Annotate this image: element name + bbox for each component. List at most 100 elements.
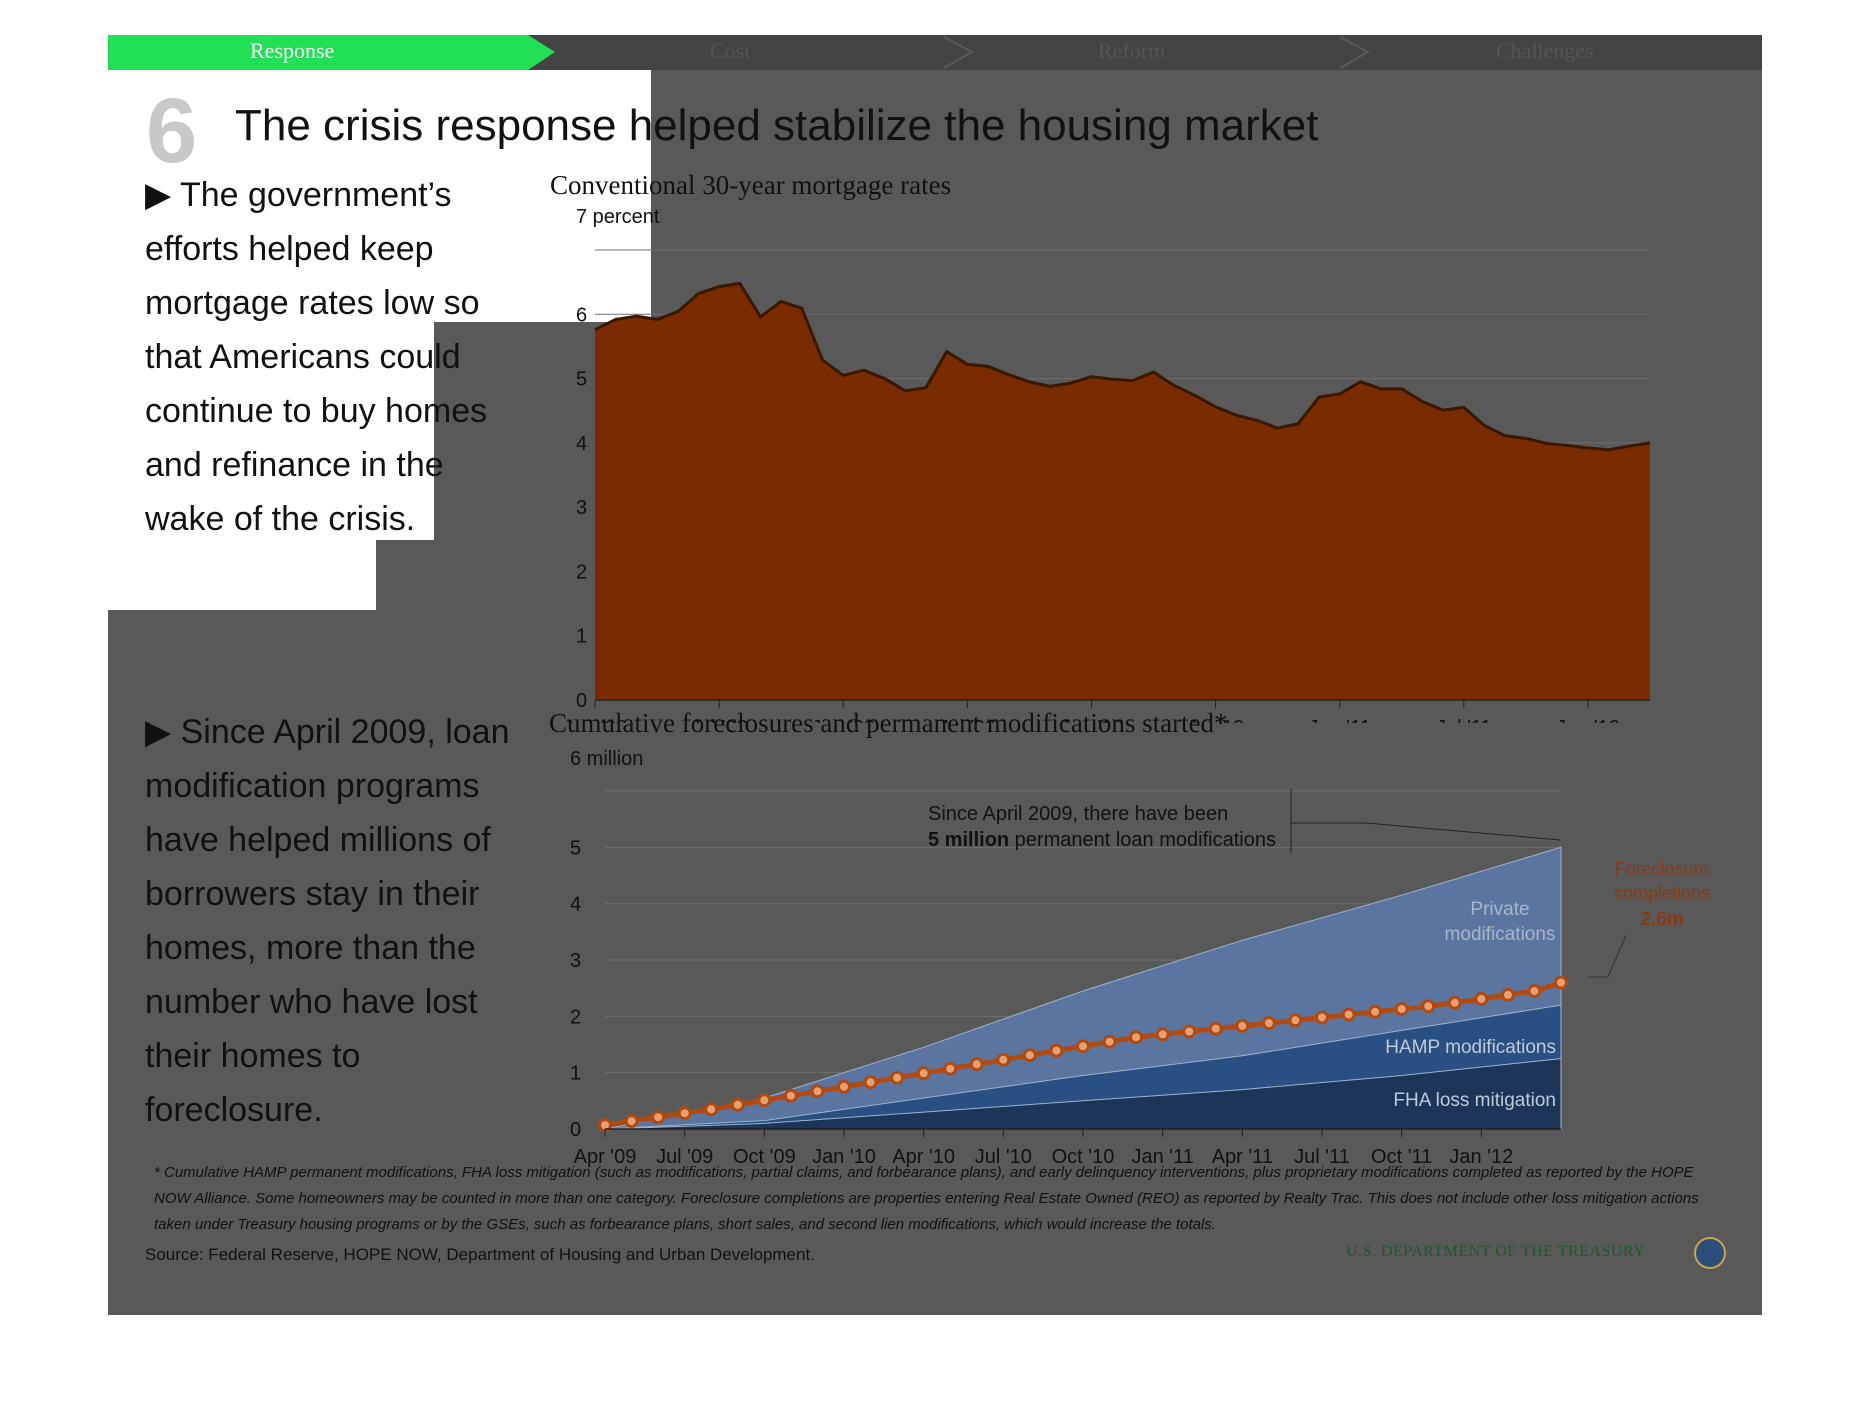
foreclosure-marker: [1527, 984, 1542, 998]
page-title: The crisis response helped stabilize the…: [235, 101, 1319, 150]
foreclosure-marker: [1554, 975, 1568, 990]
foreclosure-marker: [1288, 1013, 1303, 1028]
agency-name: U.S. DEPARTMENT OF THE TREASURY: [1346, 1243, 1646, 1260]
x-tick-label: Jul '10: [975, 1146, 1032, 1168]
foreclosure-marker: [757, 1093, 772, 1108]
slide-number: 6: [146, 80, 198, 182]
x-tick-label: Jan '12: [1556, 717, 1620, 723]
x-tick-label: Jan '10: [812, 1146, 876, 1168]
chevron-right-icon: [943, 36, 975, 69]
y-tick-label: 3: [576, 497, 587, 519]
nav-label-reform[interactable]: Reform: [1098, 38, 1166, 63]
x-tick-label: Oct '11: [1371, 1146, 1432, 1168]
x-tick-label: Jul '09: [656, 1146, 713, 1168]
y-tick-label: 4: [576, 433, 587, 455]
foreclosure-marker: [1049, 1043, 1064, 1058]
text-panel-bottom: [108, 540, 376, 610]
x-tick-label: Jan '12: [1449, 1146, 1513, 1168]
annotation-foreclosure-value: 2.6m: [1640, 909, 1683, 930]
area-fha-loss-mitigation: [604, 1058, 1562, 1130]
foreclosure-marker: [783, 1088, 798, 1103]
annotation-mods-line2: 5 million permanent loan modifications: [928, 829, 1276, 851]
x-tick-label: Jul '10: [1187, 717, 1244, 723]
foreclosure-marker: [1102, 1034, 1117, 1049]
nav-label-challenges[interactable]: Challenges: [1496, 38, 1594, 63]
label-private-line2: modifications: [1445, 924, 1556, 945]
source-note: Source: Federal Reserve, HOPE NOW, Depar…: [145, 1245, 815, 1264]
foreclosure-marker: [1474, 991, 1489, 1006]
foreclosure-modification-chart: 0 1 2 3 4 5 6 million Apr '09 Jul '09 Oct '09 Jan …: [570, 748, 1710, 1168]
intro-paragraph-rates: ▶ The government’s efforts helped keep m…: [145, 176, 488, 538]
x-tick-label: Jan '11: [1309, 717, 1371, 723]
y-tick-label: 4: [570, 894, 581, 916]
foreclosure-marker: [1076, 1039, 1090, 1054]
treasury-seal-icon: [1694, 1237, 1726, 1269]
nav-label-response[interactable]: Response: [250, 38, 335, 63]
foreclosure-marker: [1368, 1004, 1383, 1019]
foreclosure-marker: [1447, 995, 1462, 1010]
y-tick-label: 0: [576, 690, 587, 712]
footnote: * Cumulative HAMP permanent modification…: [154, 1164, 1699, 1233]
foreclosure-marker: [890, 1070, 905, 1085]
y-tick-label: 2: [576, 561, 587, 583]
y-tick-label: 2: [570, 1006, 581, 1028]
y-tick-label: 6: [576, 304, 587, 326]
rate-area: [595, 283, 1650, 700]
x-tick-label: Jan '10: [1060, 717, 1124, 723]
foreclosure-marker: [996, 1052, 1011, 1067]
foreclosure-marker: [1155, 1027, 1170, 1042]
foreclosure-marker: [916, 1066, 931, 1081]
nav-tab-response[interactable]: [108, 35, 555, 70]
text-panel: [108, 287, 434, 540]
foreclosure-marker: [1129, 1030, 1144, 1045]
x-tick-label: Apr '09: [574, 1146, 637, 1168]
y-tick-label: 0: [570, 1119, 581, 1141]
foreclosure-marker: [943, 1061, 958, 1076]
chevron-right-icon: [1339, 36, 1371, 69]
foreclosure-marker: [1315, 1010, 1329, 1025]
x-tick-label: Jul '08: [691, 717, 748, 723]
x-tick-label: Apr '10: [892, 1146, 955, 1168]
intro-paragraph-modifications: ▶ Since April 2009, loan modification pr…: [145, 713, 510, 1129]
title-panel: [108, 70, 651, 322]
label-fha: FHA loss mitigation: [1393, 1090, 1556, 1111]
foreclosure-marker: [624, 1114, 639, 1129]
y-tick-label: 5: [576, 369, 587, 391]
foreclosure-marker: [651, 1110, 666, 1125]
x-tick-label: Oct '10: [1052, 1146, 1115, 1168]
label-hamp: HAMP modifications: [1385, 1037, 1556, 1058]
y-tick-label: 1: [576, 626, 587, 648]
x-tick-label: Jan '08: [563, 717, 627, 723]
x-tick-label: Jul '09: [939, 717, 996, 723]
label-private-line1: Private: [1470, 899, 1529, 920]
x-tick-label: Jan '11: [1131, 1146, 1193, 1168]
foreclosure-marker: [1341, 1007, 1356, 1022]
x-tick-label: Oct '09: [733, 1146, 796, 1168]
x-tick-label: Jul '11: [1294, 1146, 1350, 1168]
foreclosure-marker: [1500, 987, 1515, 1002]
annotation-foreclosure-line1: Foreclosure: [1614, 859, 1709, 879]
rate-line: [594, 281, 1651, 452]
foreclosure-marker: [863, 1075, 878, 1090]
foreclosure-marker: [1208, 1021, 1223, 1036]
annotation-leader: [1291, 822, 1561, 841]
y-unit-label: 7 percent: [576, 206, 660, 228]
x-tick-label: Jul '11: [1436, 717, 1492, 723]
foreclosure-marker: [704, 1102, 719, 1117]
annotation-foreclosure-line2: completions: [1614, 883, 1710, 903]
annotation-mods-line1: Since April 2009, there have been: [928, 803, 1228, 825]
foreclosure-marker: [1022, 1048, 1037, 1063]
y-unit-label: 6 million: [570, 748, 643, 770]
y-tick-label: 1: [570, 1063, 581, 1085]
x-tick-label: Apr '11: [1212, 1146, 1273, 1168]
foreclosure-marker: [730, 1097, 745, 1112]
y-tick-label: 5: [570, 837, 581, 859]
annotation-mods-value: 5 million: [928, 829, 1009, 851]
annotation-leader: [1588, 934, 1627, 978]
slide: Response Cost Reform Challenges 6 The cr…: [108, 35, 1762, 1315]
foreclosure-marker: [1235, 1018, 1250, 1033]
nav-label-cost[interactable]: Cost: [710, 38, 751, 63]
section-nav: Response Cost Reform Challenges: [108, 35, 1762, 70]
y-tick-label: 3: [570, 950, 581, 972]
foreclosure-marker: [1394, 1002, 1409, 1016]
